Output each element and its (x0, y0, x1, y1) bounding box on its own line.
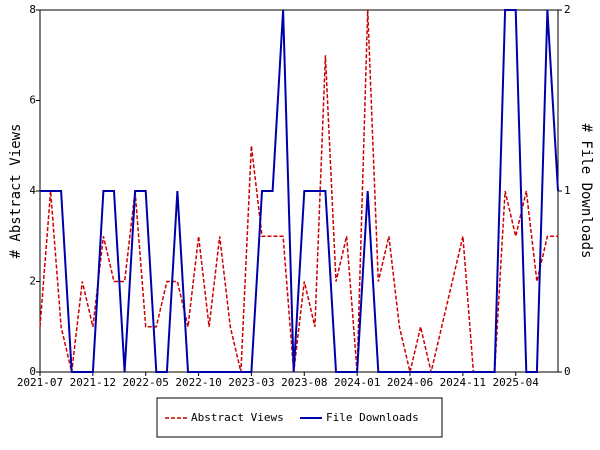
y2-tick-label: 2 (564, 3, 571, 16)
series-line (40, 9, 559, 373)
legend-box (156, 397, 443, 438)
y-tick-label: 6 (29, 94, 36, 107)
y2-tick-label: 0 (564, 365, 571, 378)
y-tick-label: 8 (29, 3, 36, 16)
y-tick-label: 0 (29, 365, 36, 378)
y2-tick-label: 1 (564, 184, 571, 197)
x-tick-label: 2024-11 (440, 376, 486, 389)
y-axis-label: # Abstract Views (8, 124, 24, 259)
legend-label: Abstract Views (191, 411, 284, 424)
series-line (39, 9, 558, 373)
y2-axis-label: # File Downloads (578, 124, 594, 259)
legend-label: File Downloads (326, 411, 419, 424)
x-tick-label: 2025-04 (493, 376, 540, 389)
x-tick-label: 2022-05 (123, 376, 169, 389)
x-tick-label: 2024-06 (387, 376, 433, 389)
y-tick-label: 2 (29, 275, 36, 288)
x-tick-label: 2024-01 (334, 376, 380, 389)
x-tick-label: 2023-08 (281, 376, 327, 389)
plot-frame (39, 9, 559, 373)
x-tick-label: 2021-12 (70, 376, 116, 389)
y-tick-label: 4 (29, 184, 36, 197)
x-tick-label: 2021-07 (17, 376, 63, 389)
x-tick-label: 2023-03 (228, 376, 274, 389)
x-tick-label: 2022-10 (175, 376, 221, 389)
